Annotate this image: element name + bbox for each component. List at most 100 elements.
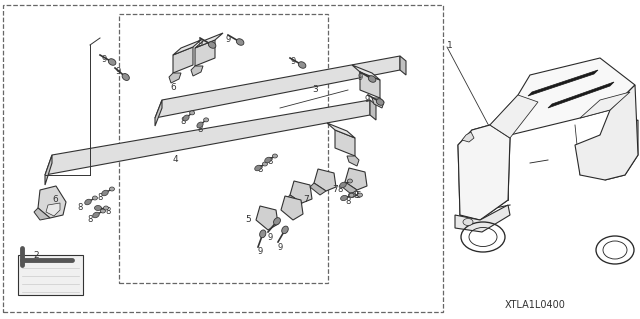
Ellipse shape	[348, 179, 353, 183]
Bar	[119, 14, 328, 283]
Text: 5: 5	[245, 216, 251, 225]
Polygon shape	[45, 155, 52, 185]
Ellipse shape	[100, 209, 106, 213]
Bar	[3, 5, 443, 312]
Polygon shape	[347, 156, 359, 166]
Polygon shape	[173, 47, 193, 73]
Ellipse shape	[282, 226, 288, 234]
Text: 8: 8	[97, 194, 102, 203]
Text: 8: 8	[77, 204, 83, 212]
Ellipse shape	[273, 154, 277, 158]
Polygon shape	[314, 169, 336, 191]
Polygon shape	[341, 182, 357, 194]
Text: 4: 4	[172, 155, 178, 165]
Text: 9: 9	[115, 68, 120, 77]
Bar	[18, 255, 83, 295]
Polygon shape	[195, 33, 223, 48]
Text: 8: 8	[337, 186, 342, 195]
Polygon shape	[345, 168, 367, 190]
Ellipse shape	[92, 196, 97, 200]
Ellipse shape	[108, 59, 116, 65]
Polygon shape	[372, 98, 384, 108]
Ellipse shape	[183, 115, 189, 121]
Ellipse shape	[349, 193, 354, 197]
Text: 7: 7	[332, 186, 338, 195]
Text: 8: 8	[180, 117, 186, 127]
Text: 9: 9	[225, 35, 230, 44]
Text: 9: 9	[197, 39, 203, 48]
Polygon shape	[600, 120, 638, 180]
Text: 9: 9	[257, 248, 262, 256]
Polygon shape	[580, 92, 630, 118]
Ellipse shape	[189, 111, 195, 115]
Polygon shape	[458, 125, 510, 220]
Polygon shape	[256, 206, 278, 230]
Polygon shape	[458, 125, 510, 220]
Polygon shape	[286, 195, 302, 207]
Polygon shape	[370, 100, 376, 120]
Text: 8: 8	[197, 125, 203, 135]
Text: 9: 9	[277, 243, 283, 253]
Polygon shape	[400, 56, 406, 75]
Ellipse shape	[93, 212, 99, 218]
Polygon shape	[462, 132, 474, 142]
Ellipse shape	[260, 230, 266, 238]
Polygon shape	[490, 58, 635, 135]
Ellipse shape	[349, 192, 355, 197]
Polygon shape	[360, 72, 380, 98]
Text: 9: 9	[101, 56, 107, 64]
Text: 8: 8	[87, 216, 93, 225]
Ellipse shape	[84, 199, 92, 205]
Polygon shape	[548, 82, 614, 108]
Text: 6: 6	[52, 196, 58, 204]
Polygon shape	[169, 73, 181, 83]
Polygon shape	[528, 70, 598, 96]
Text: 9: 9	[291, 57, 296, 66]
Polygon shape	[575, 85, 638, 180]
Text: 6: 6	[170, 84, 176, 93]
Text: 8: 8	[257, 166, 262, 174]
Text: 2: 2	[33, 250, 39, 259]
Polygon shape	[38, 186, 66, 218]
Polygon shape	[455, 205, 510, 232]
Text: 9: 9	[357, 72, 363, 81]
Ellipse shape	[109, 187, 115, 191]
Text: 8: 8	[353, 190, 358, 199]
Ellipse shape	[265, 157, 271, 163]
Polygon shape	[335, 130, 355, 156]
Ellipse shape	[95, 205, 102, 211]
Ellipse shape	[204, 118, 209, 122]
Polygon shape	[155, 56, 400, 118]
Polygon shape	[46, 203, 60, 216]
Polygon shape	[290, 181, 312, 203]
Polygon shape	[173, 40, 201, 55]
Ellipse shape	[298, 62, 306, 68]
Text: 1: 1	[447, 41, 453, 49]
Ellipse shape	[209, 42, 216, 48]
Ellipse shape	[358, 193, 362, 197]
Ellipse shape	[197, 122, 203, 128]
Ellipse shape	[273, 218, 280, 225]
Text: 3: 3	[312, 85, 318, 94]
Polygon shape	[191, 66, 203, 76]
Ellipse shape	[376, 99, 384, 105]
Ellipse shape	[102, 190, 108, 196]
Polygon shape	[310, 183, 326, 195]
Ellipse shape	[463, 219, 473, 226]
Ellipse shape	[369, 76, 376, 82]
Ellipse shape	[340, 182, 346, 188]
Text: 8: 8	[106, 207, 111, 217]
Ellipse shape	[104, 206, 109, 210]
Ellipse shape	[262, 162, 268, 166]
Polygon shape	[45, 100, 370, 175]
Ellipse shape	[255, 165, 261, 171]
Text: 5: 5	[355, 190, 361, 199]
Polygon shape	[281, 196, 303, 220]
Polygon shape	[327, 123, 355, 138]
Polygon shape	[490, 95, 538, 138]
Text: 7: 7	[303, 196, 309, 204]
Text: XTLA1L0400: XTLA1L0400	[504, 300, 565, 310]
Ellipse shape	[340, 195, 348, 201]
Polygon shape	[352, 65, 380, 80]
Text: 8: 8	[346, 197, 351, 206]
